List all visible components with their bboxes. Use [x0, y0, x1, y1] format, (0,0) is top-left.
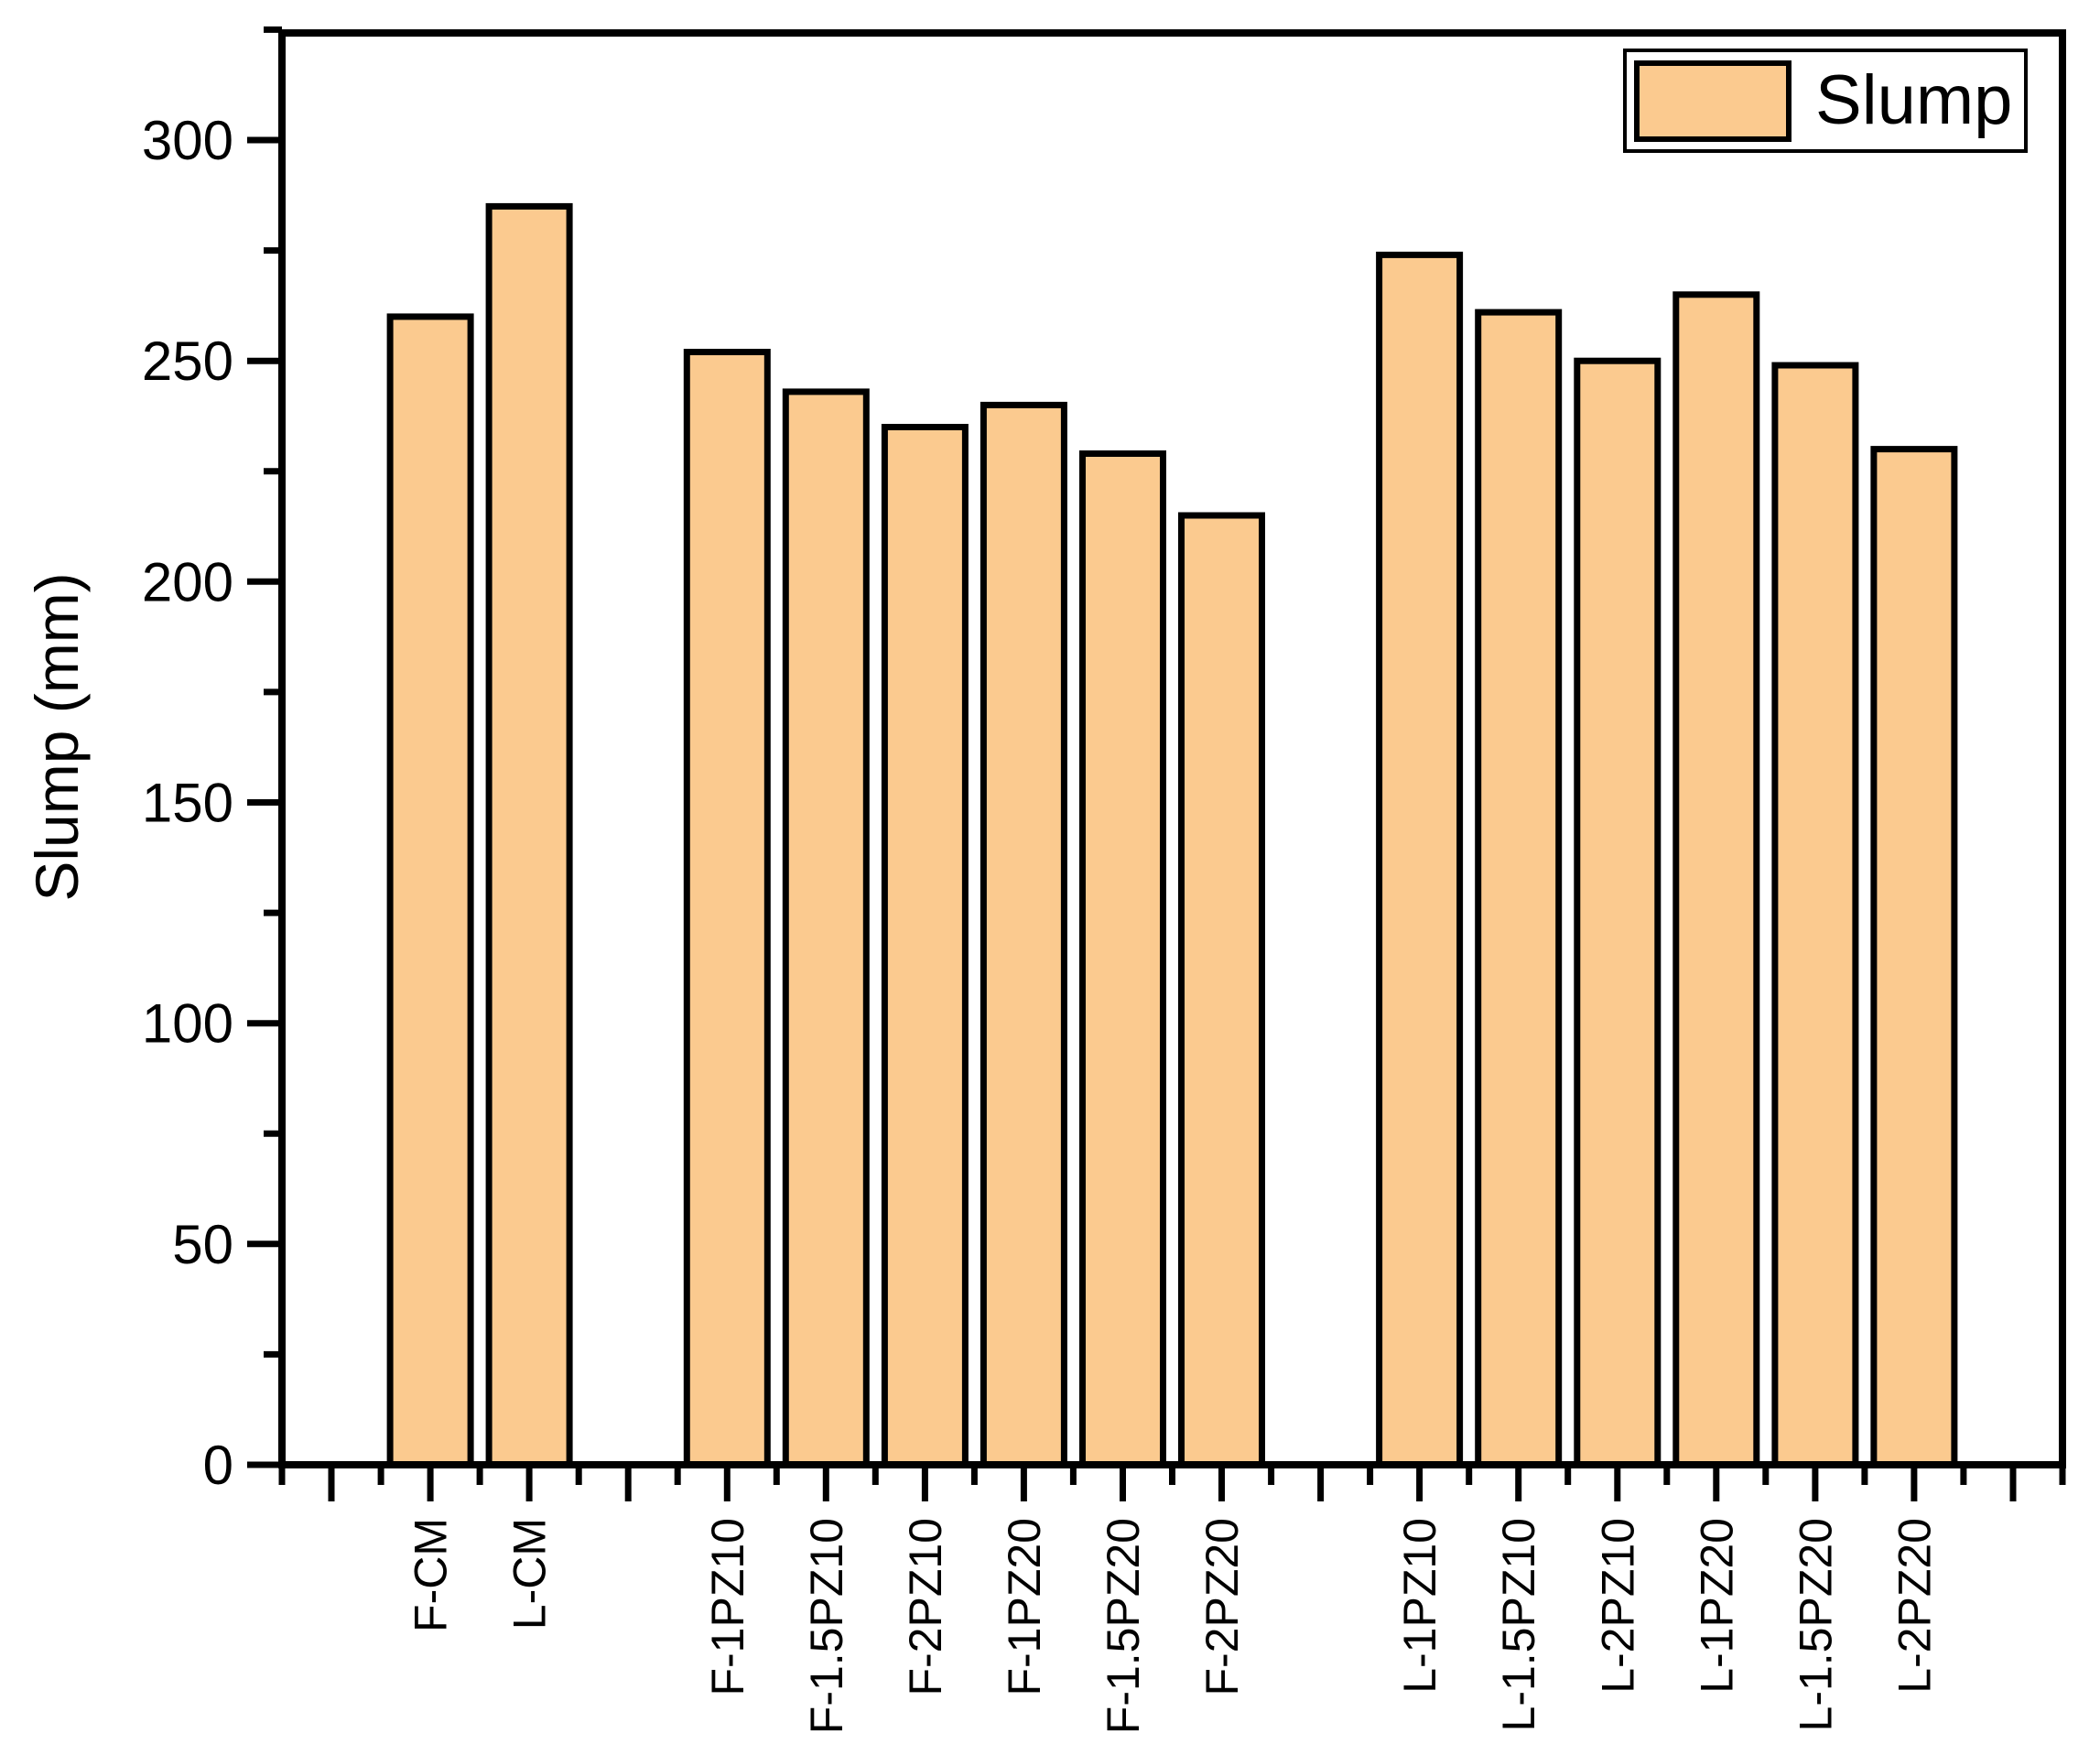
- y-tick-label: 300: [142, 110, 233, 171]
- bar-L-1PZ20: [1672, 291, 1760, 1468]
- y-tick-label: 50: [172, 1214, 233, 1275]
- x-tick-label: L-1.5PZ20: [1790, 1518, 1841, 1731]
- y-tick-label: 200: [142, 551, 233, 612]
- x-tick-label: L-1PZ10: [1394, 1518, 1445, 1694]
- x-tick-label: F-2PZ10: [900, 1518, 951, 1696]
- y-axis-title: Slump (mm): [23, 572, 91, 902]
- x-tick-label: L-CM: [504, 1518, 556, 1630]
- x-tick-label: F-1PZ10: [702, 1518, 753, 1696]
- bar-F-1PZ20: [980, 401, 1067, 1468]
- bar-L-CM: [485, 202, 573, 1468]
- legend-label: Slump: [1815, 61, 2013, 139]
- bar-F-1.5PZ20: [1079, 450, 1166, 1468]
- bar-L-2PZ20: [1870, 446, 1958, 1468]
- x-tick-label: L-2PZ20: [1889, 1518, 1940, 1694]
- x-tick-label: F-2PZ20: [1196, 1518, 1248, 1696]
- x-tick-label: F-1.5PZ10: [801, 1518, 852, 1734]
- bar-F-1PZ10: [683, 349, 771, 1468]
- bar-L-1.5PZ10: [1475, 309, 1563, 1468]
- x-tick-label: F-1.5PZ20: [1098, 1518, 1149, 1734]
- x-tick-label: F-1PZ20: [999, 1518, 1050, 1696]
- bar-F-CM: [386, 313, 474, 1468]
- legend-swatch: [1634, 60, 1791, 142]
- bar-F-1.5PZ10: [782, 388, 870, 1468]
- y-tick-label: 100: [142, 993, 233, 1055]
- x-tick-label: L-1.5PZ10: [1493, 1518, 1544, 1731]
- y-tick-label: 0: [203, 1435, 233, 1496]
- x-tick-label: F-CM: [406, 1518, 457, 1632]
- bar-L-1.5PZ20: [1771, 362, 1859, 1468]
- bar-F-2PZ20: [1178, 512, 1265, 1468]
- bar-L-2PZ10: [1574, 357, 1662, 1468]
- x-tick-label: L-2PZ10: [1592, 1518, 1643, 1694]
- legend: Slump: [1623, 49, 2028, 153]
- y-tick-label: 150: [142, 773, 233, 834]
- bar-F-2PZ10: [881, 424, 969, 1468]
- y-tick-label: 250: [142, 330, 233, 392]
- x-tick-label: L-1PZ20: [1691, 1518, 1742, 1694]
- bar-L-1PZ10: [1376, 251, 1464, 1468]
